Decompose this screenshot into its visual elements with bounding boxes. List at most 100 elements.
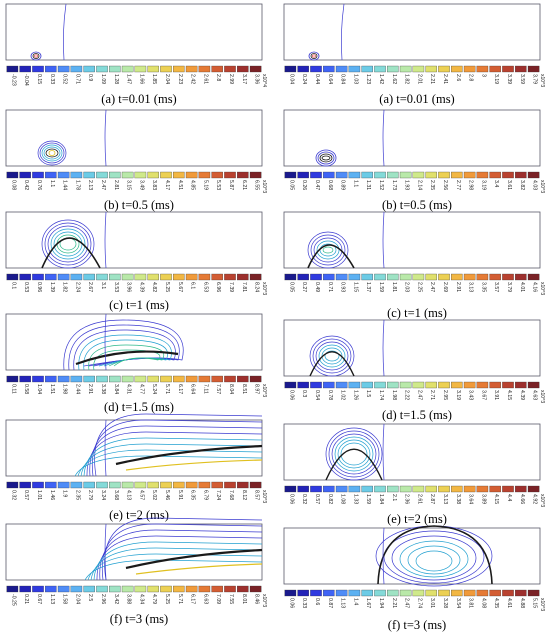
colorbar-tick-label: 0.24 [301,74,307,84]
panel-caption: (f) t=3 (ms) [387,618,447,632]
colorbar-cell [361,65,373,73]
colorbar-tick-label: 3 [480,74,486,77]
colorbar-cell [297,65,309,73]
colorbar-cell [237,375,249,383]
colorbar-cell [451,65,463,73]
colorbar-tick-label: 3.49 [138,180,144,190]
colorbar-tick-label: 2.47 [100,180,106,190]
colorbar-cell [284,273,297,281]
contour-line [34,54,38,58]
colorbar-cell [19,273,31,281]
colorbar-tick-label: 3.57 [493,282,499,292]
colorbar-tick-label: 8.57 [254,490,260,500]
panel-graphic: 0.11 0.58 1.04 1.51 1.98 2.44 2.91 3.38 3.84 4.31… [5,313,267,397]
domain-frame [283,423,541,481]
colorbar-cell [109,171,121,179]
contour-line [87,553,263,581]
colorbar-cell [515,381,527,389]
colorbar-cell [224,481,236,489]
bubble-edge [325,448,383,481]
colorbar-cell [297,381,309,389]
contour-line [307,231,349,269]
panel-graphic: -0.23 -0.04 0.15 0.33 0.52 0.71 0.9 1.09 1.28 1.4… [5,3,267,87]
panel-graphic: 0.05 0.26 0.47 0.68 0.89 1.1 1.31 1.52 1.73 1.93 2… [283,109,545,193]
colorbar-exponent: x10^3 [539,598,545,611]
domain-frame [283,211,541,269]
colorbar-tick-label: 2.22 [404,390,410,400]
colorbar-tick-label: 2.99 [228,74,234,84]
colorbar-tick-label: 0.33 [301,598,307,608]
colorbar-cell [45,481,57,489]
bubble-core [32,53,40,59]
domain [30,3,67,61]
domain-frame [5,109,263,167]
contour-line [308,51,320,61]
contour-line [50,228,86,260]
contour-line [312,54,316,58]
colorbar-tick-label: 0.04 [288,74,294,84]
bubble-edge [377,525,493,585]
colorbar-cell [489,589,501,597]
colorbar-tick-label: 4.77 [138,384,144,394]
simulation-panel: -0.23 -0.04 0.15 0.33 0.52 0.71 0.9 1.09 1.28 1.4… [4,2,274,105]
colorbar-cell [173,65,185,73]
colorbar-tick-label: 7.11 [202,384,208,394]
simulation-panel: 0.06 0.33 0.6 0.87 1.13 1.4 1.67 1.94 2.21 2.47 2.… [282,525,550,629]
colorbar-cell [297,485,309,493]
colorbar-exponent: x10^3 [539,494,545,507]
colorbar-tick-label: 1.59 [365,494,371,504]
colorbar-cell [185,375,198,383]
colorbar-tick-label: 2.81 [113,180,119,190]
colorbar-tick-label: 1.09 [100,74,106,84]
colorbar-cell [425,589,437,597]
colorbar-tick-label: 8.04 [228,384,234,394]
colorbar-tick-label: 2.8 [215,74,221,81]
panel-graphic: 0.05 0.27 0.49 0.71 0.93 1.15 1.37 1.59 1.81 2.03… [283,211,545,295]
flow-contours [41,219,101,269]
colorbar-cell [173,375,185,383]
colorbar-tick-label: 1.08 [340,494,346,504]
domain [309,319,385,377]
colorbar-cell [83,65,95,73]
colorbar-tick-label: -0.25 [10,594,16,606]
colorbar-cell [45,273,57,281]
colorbar-cell [19,585,31,593]
colorbar-cell [515,485,527,493]
contour-line [322,246,334,254]
contour-line [328,430,380,478]
colorbar-cell [310,589,322,597]
colorbar-tick-label: 0.6 [314,598,320,605]
colorbar-tick-label: 1.28 [113,74,119,84]
colorbar-cell [45,171,57,179]
colorbar-tick-label: 4.4 [506,494,512,501]
colorbar-tick-label: 6.17 [190,594,196,604]
colorbar-tick-label: 1.44 [62,180,68,190]
simulation-panel: 0.08 0.42 0.76 1.1 1.44 1.78 2.13 2.47 2.81 3.15 3… [4,108,274,211]
colorbar-cell [185,171,198,179]
contour-line [86,431,263,477]
colorbar-cell [489,381,501,389]
colorbar-cell [134,65,147,73]
colorbar-tick-label: 1.94 [378,598,384,608]
colorbar-exponent: x10^3 [261,490,267,503]
colorbar-tick-label: 8.97 [254,384,260,394]
colorbar-cell [237,273,249,281]
colorbar-tick-label: 2.1 [391,494,397,501]
colorbar-tick-label: 2.01 [416,74,422,84]
panel-graphic: 0.06 0.33 0.6 0.87 1.13 1.4 1.67 1.94 2.21 2.47 2.… [283,525,545,611]
colorbar-cell [438,65,450,73]
colorbar-cell [249,273,262,281]
colorbar-cell [297,171,309,179]
colorbar-cell [224,375,236,383]
colorbar-tick-label: 3.19 [455,390,461,400]
interface-line [62,3,67,61]
colorbar-cell [297,589,309,597]
colorbar-cell [249,375,262,383]
colorbar-cell [515,589,527,597]
colorbar-cell [502,381,514,389]
colorbar-tick-label: 3.35 [480,282,486,292]
colorbar-tick-label: 3.17 [241,74,247,84]
contour-line [309,335,355,377]
colorbar-cell [185,481,198,489]
colorbar-cell [425,171,437,179]
